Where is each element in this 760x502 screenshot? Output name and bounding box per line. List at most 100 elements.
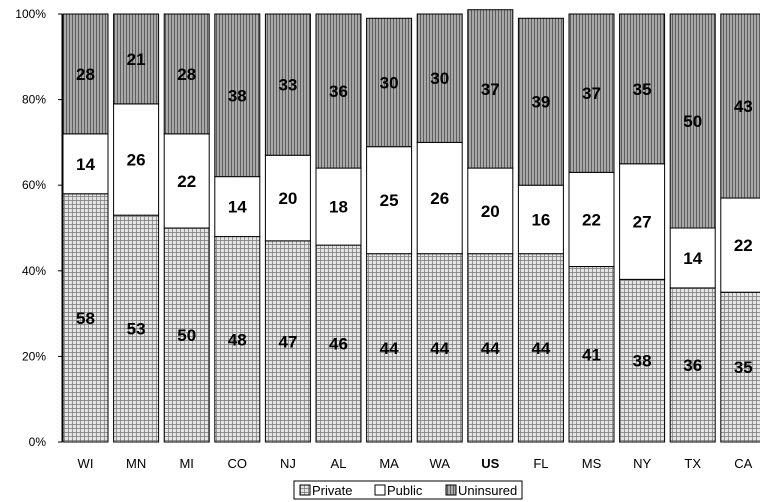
bar-segment-uninsured — [619, 13, 666, 165]
category-label: MS — [582, 456, 602, 471]
bar-segment-uninsured — [264, 13, 311, 156]
value-label-uninsured: 28 — [177, 65, 196, 84]
category-label: US — [481, 456, 499, 471]
bar-segment-uninsured — [62, 13, 109, 135]
value-label-uninsured: 35 — [633, 80, 652, 99]
legend-swatch-private — [299, 484, 311, 496]
bar-segment-uninsured — [214, 13, 261, 178]
value-label-private: 58 — [76, 309, 95, 328]
value-label-private: 47 — [278, 332, 297, 351]
value-label-uninsured: 43 — [734, 97, 753, 116]
category-label: CO — [228, 456, 248, 471]
value-label-private: 36 — [683, 356, 702, 375]
value-label-private: 46 — [329, 335, 348, 354]
value-label-uninsured: 50 — [683, 112, 702, 131]
bar-segment-private — [264, 240, 311, 443]
value-label-public: 20 — [278, 189, 297, 208]
bar-segment-private — [669, 287, 716, 443]
bar-segment-private — [62, 193, 109, 443]
value-label-private: 41 — [582, 345, 601, 364]
bar-segment-uninsured — [315, 13, 362, 169]
category-label: FL — [533, 456, 548, 471]
value-label-uninsured: 37 — [582, 84, 601, 103]
value-label-uninsured: 28 — [76, 65, 95, 84]
value-label-private: 53 — [127, 320, 146, 339]
y-tick-label: 60% — [22, 178, 46, 192]
legend-box — [293, 480, 523, 500]
bar-segment-public — [163, 133, 210, 229]
value-label-public: 14 — [228, 198, 247, 217]
value-label-private: 44 — [380, 339, 399, 358]
value-label-uninsured: 39 — [531, 93, 550, 112]
category-label: CA — [734, 456, 752, 471]
bar-segment-private — [315, 244, 362, 443]
y-tick-label: 40% — [22, 264, 46, 278]
bar-segment-uninsured — [568, 13, 615, 173]
bar-segment-public — [214, 176, 261, 238]
bar-segment-public — [113, 103, 160, 216]
bar-segment-public — [517, 184, 564, 255]
bar-segment-uninsured — [113, 13, 160, 105]
bar-segment-public — [264, 154, 311, 242]
value-label-private: 44 — [531, 339, 550, 358]
bar-segment-public — [619, 163, 666, 280]
bar-segment-private — [416, 253, 463, 443]
bar-segment-uninsured — [669, 13, 716, 229]
value-label-public: 18 — [329, 198, 348, 217]
bar-segment-private — [517, 253, 564, 443]
value-label-public: 16 — [531, 210, 550, 229]
category-label: MA — [379, 456, 399, 471]
bar-segment-private — [214, 236, 261, 443]
value-label-private: 44 — [430, 339, 449, 358]
legend-swatch-public — [374, 484, 386, 496]
y-tick-label: 100% — [15, 7, 46, 21]
legend: Private Public Uninsured — [293, 480, 523, 500]
value-label-uninsured: 21 — [127, 50, 146, 69]
bar-segment-uninsured — [467, 9, 514, 169]
value-label-public: 26 — [127, 151, 146, 170]
bar-segment-uninsured — [720, 13, 760, 199]
value-label-private: 44 — [481, 339, 500, 358]
category-label: WI — [78, 456, 94, 471]
category-label: NJ — [280, 456, 296, 471]
bar-segment-uninsured — [416, 13, 463, 143]
y-tick-label: 0% — [29, 435, 47, 449]
bar-segment-public — [366, 146, 413, 255]
bar-segment-public — [62, 133, 109, 195]
bar-segment-public — [416, 141, 463, 255]
value-label-public: 22 — [582, 210, 601, 229]
value-label-public: 27 — [633, 213, 652, 232]
bar-segment-public — [720, 197, 760, 293]
value-label-uninsured: 30 — [430, 69, 449, 88]
value-labels: 58 14 28 53 26 21 50 22 28 48 14 38 47 20 33 46 18 36 44 25… — [76, 50, 753, 377]
bar-segment-uninsured — [366, 17, 413, 148]
legend-label-public: Public — [387, 483, 423, 498]
value-label-private: 48 — [228, 330, 247, 349]
category-label: WA — [429, 456, 450, 471]
category-label: MI — [179, 456, 193, 471]
value-label-uninsured: 38 — [228, 86, 247, 105]
value-label-uninsured: 36 — [329, 82, 348, 101]
legend-swatch-uninsured — [445, 484, 457, 496]
category-label: AL — [331, 456, 347, 471]
value-label-public: 20 — [481, 202, 500, 221]
bar-segment-uninsured — [163, 13, 210, 135]
legend-label-uninsured: Uninsured — [458, 483, 517, 498]
category-labels: WI MN MI CO NJ AL MA WA US FL MS NY TX CA — [78, 456, 753, 471]
value-label-public: 14 — [683, 249, 702, 268]
y-axis: 0% 20% 40% 60% 80% 100% — [15, 7, 63, 449]
value-label-private: 50 — [177, 326, 196, 345]
value-label-public: 26 — [430, 189, 449, 208]
category-label: TX — [684, 456, 701, 471]
y-tick-label: 20% — [22, 349, 46, 363]
value-label-private: 38 — [633, 352, 652, 371]
bar-segment-private — [113, 214, 160, 443]
value-label-private: 35 — [734, 358, 753, 377]
bar-segment-private — [163, 227, 210, 443]
bar-segment-uninsured — [517, 17, 564, 186]
value-label-public: 14 — [76, 155, 95, 174]
bar-segment-private — [619, 278, 666, 443]
bars — [62, 9, 760, 443]
bar-segment-private — [467, 253, 514, 443]
